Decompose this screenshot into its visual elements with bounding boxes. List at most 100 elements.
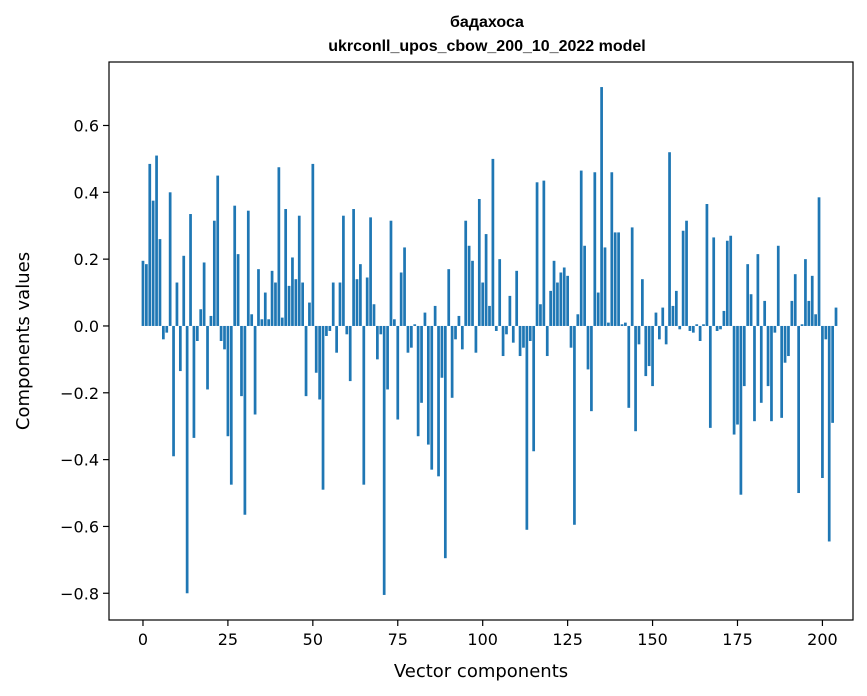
bar-73 [389,220,393,326]
bar-13 [185,325,189,594]
bar-142 [624,322,627,326]
bar-116 [535,182,539,326]
bar-9 [172,325,175,457]
bar-41 [280,317,284,326]
bar-68 [372,304,376,326]
bar-56 [331,282,335,326]
bar-91 [450,325,454,398]
bar-49 [308,302,311,326]
bar-100 [481,282,485,326]
bar-20 [209,315,213,326]
bar-16 [195,325,199,341]
bar-61 [348,325,352,382]
bar-58 [338,282,342,326]
bar-102 [488,305,491,326]
bar-138 [610,172,614,326]
bar-181 [756,254,760,326]
bar-192 [793,274,797,326]
bar-179 [749,294,753,326]
bar-28 [236,254,240,326]
bar-151 [654,312,658,326]
bar-15 [192,325,196,438]
bar-65 [362,325,366,485]
bar-25 [226,325,230,437]
bar-33 [253,325,257,415]
bar-3 [151,200,155,326]
bar-51 [314,325,318,373]
bar-153 [661,307,665,326]
bar-158 [678,325,682,330]
bar-97 [471,260,474,326]
bar-57 [335,325,338,353]
bar-161 [688,325,692,331]
bar-185 [770,325,773,422]
bar-81 [416,325,420,437]
bar-199 [817,197,821,326]
bar-32 [250,314,254,326]
bar-129 [579,170,583,326]
bar-83 [423,312,427,326]
bar-59 [342,215,345,326]
bar-106 [501,325,505,357]
bar-77 [403,247,406,326]
bar-10 [175,282,179,326]
bar-145 [634,325,637,432]
bar-60 [345,325,349,335]
bar-19 [206,325,209,390]
bar-90 [447,269,451,326]
bar-172 [725,240,729,326]
bar-12 [182,255,186,326]
bar-36 [263,292,267,326]
plot-frame [108,61,854,621]
bar-167 [708,325,712,428]
bar-38 [270,270,274,326]
bar-149 [647,325,651,367]
bar-113 [525,325,529,530]
bar-2 [148,163,152,326]
bar-26 [229,325,233,485]
bar-87 [437,325,440,477]
bar-14 [189,214,192,326]
bar-53 [321,325,325,490]
bar-108 [508,295,512,326]
bar-143 [627,325,631,408]
bar-195 [804,259,807,326]
bar-146 [637,325,641,345]
bar-52 [318,325,321,400]
bar-159 [681,230,685,326]
bar-139 [613,232,617,326]
bar-160 [685,220,688,326]
x-axis-label: Vector components [394,661,568,682]
bar-55 [328,325,332,331]
bar-156 [671,305,675,326]
bar-126 [569,325,573,348]
bar-42 [284,209,288,326]
bar-27 [233,205,237,326]
bar-135 [600,87,603,326]
bar-128 [576,314,580,326]
bar-71 [382,325,386,595]
bar-86 [433,305,437,326]
bar-39 [274,282,277,326]
bar-21 [212,220,216,326]
bar-79 [410,325,413,348]
bar-54 [325,325,328,336]
bar-117 [539,304,542,326]
y-axis-ticks: −0.8 −0.6 −0.4 −0.2 0.0 0.2 0.4 0.6 [60,116,109,603]
bar-93 [457,315,461,326]
bar-184 [766,325,770,387]
x-tick-label: 50 [303,630,323,649]
bar-137 [607,322,610,326]
bar-80 [413,324,417,326]
bar-170 [719,325,722,330]
bar-114 [528,325,532,341]
bar-157 [674,290,678,326]
bar-110 [515,270,519,326]
bar-6 [162,325,165,340]
bar-124 [562,267,566,326]
bar-141 [620,324,624,326]
bar-70 [379,325,383,335]
bar-127 [573,325,576,525]
bar-164 [698,325,702,341]
bar-82 [420,325,423,403]
